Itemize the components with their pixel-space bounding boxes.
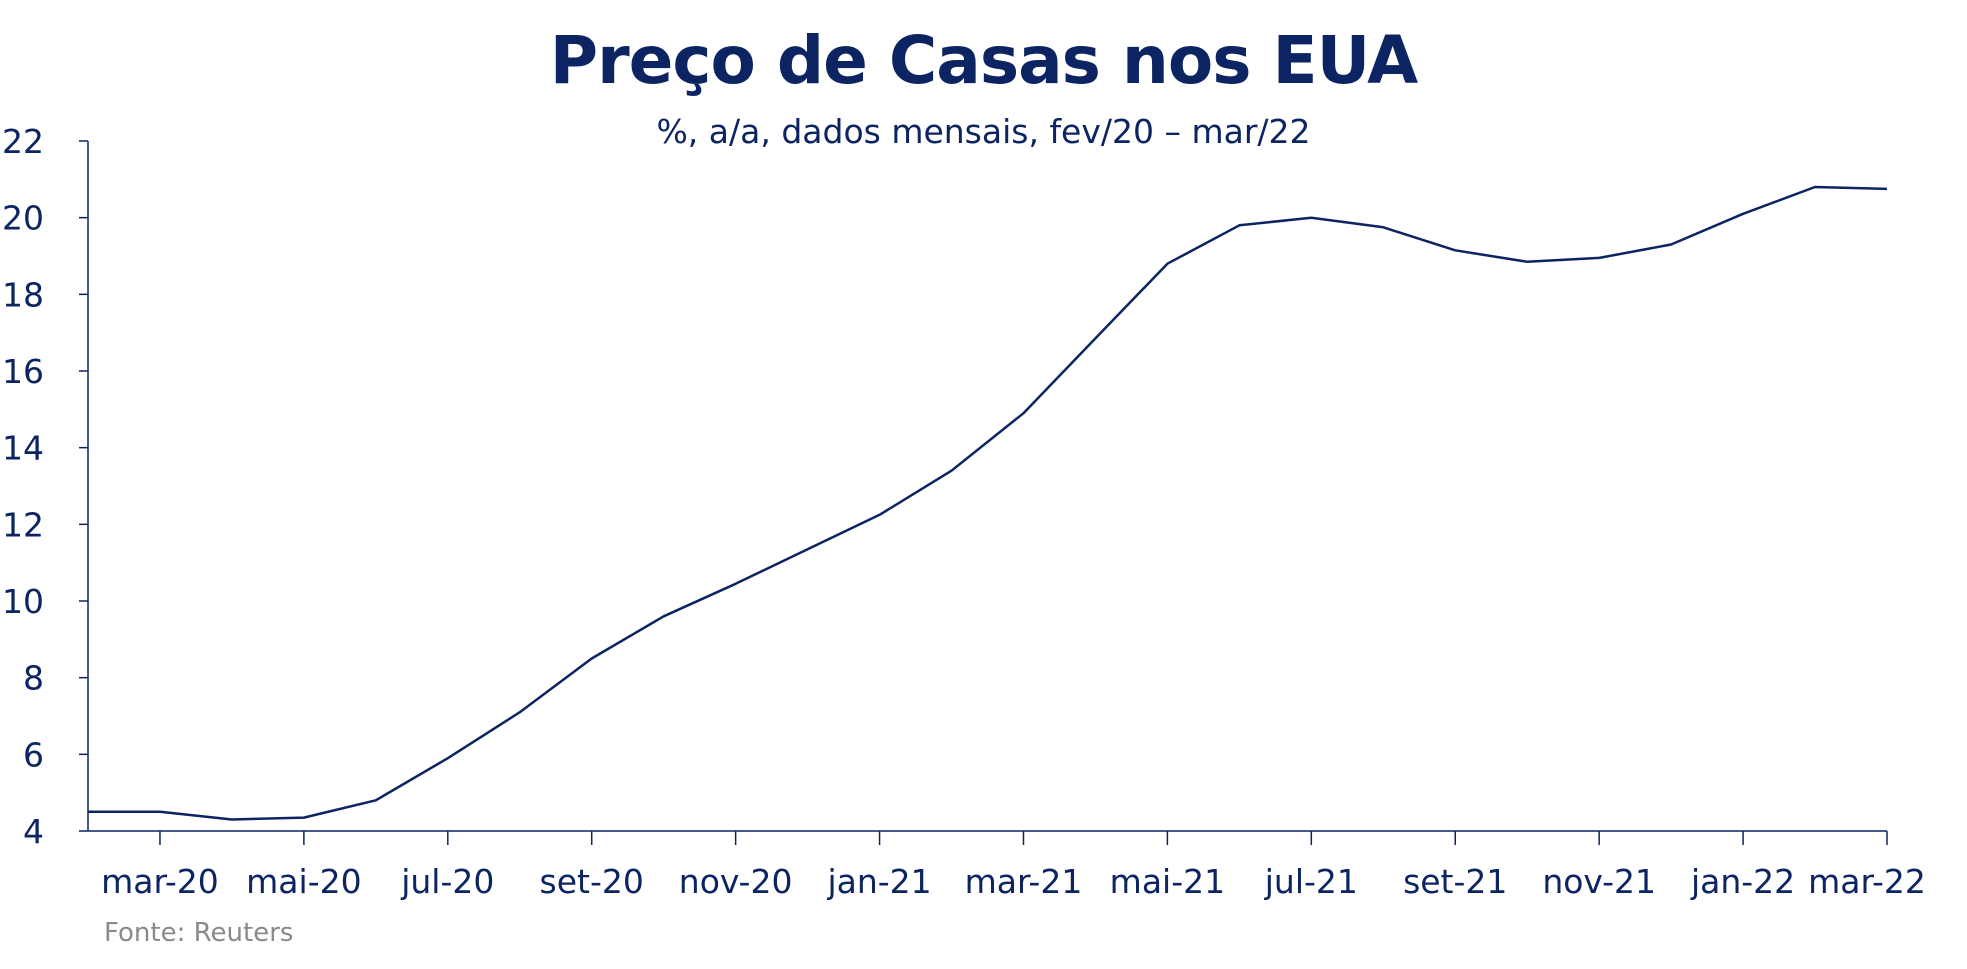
- x-tick-label: mai-21: [1110, 862, 1225, 901]
- y-tick-label: 10: [2, 582, 44, 621]
- x-axis: mar-20 mai-20 jul-20 set-20 nov-20 jan-21 mar-…: [88, 830, 1926, 901]
- x-tick-label: jul-20: [400, 862, 494, 901]
- y-tick-label: 18: [2, 275, 44, 314]
- chart-subtitle: %, a/a, dados mensais, fev/20 – mar/22: [656, 112, 1311, 151]
- x-tick-label: nov-20: [679, 862, 793, 901]
- y-tick-label: 12: [2, 505, 44, 544]
- series-line: [88, 185, 1888, 821]
- x-tick-label: nov-21: [1542, 862, 1656, 901]
- x-tick-label: jul-21: [1264, 862, 1358, 901]
- x-tick-label: mar-20: [101, 862, 219, 901]
- x-tick-label: mai-20: [246, 862, 361, 901]
- x-tick-label: jan-21: [826, 862, 931, 901]
- x-tick-label: jan-22: [1690, 862, 1795, 901]
- chart-title: Preço de Casas nos EUA: [549, 22, 1419, 99]
- x-tick-label: set-20: [540, 862, 644, 901]
- y-axis: 4 6 8 10 12 14 16 18 20 22: [2, 122, 89, 851]
- y-tick-label: 22: [2, 122, 44, 161]
- source-note: Fonte: Reuters: [104, 918, 294, 948]
- y-tick-label: 16: [2, 352, 44, 391]
- y-tick-label: 20: [2, 199, 44, 238]
- y-tick-label: 6: [23, 735, 44, 774]
- y-tick-label: 8: [23, 659, 44, 698]
- x-tick-label: set-21: [1403, 862, 1507, 901]
- y-tick-label: 4: [23, 812, 44, 851]
- x-tick-label: mar-21: [965, 862, 1083, 901]
- y-tick-label: 14: [2, 429, 44, 468]
- series-group: [88, 185, 1888, 821]
- x-tick-label: mar-22: [1808, 862, 1926, 901]
